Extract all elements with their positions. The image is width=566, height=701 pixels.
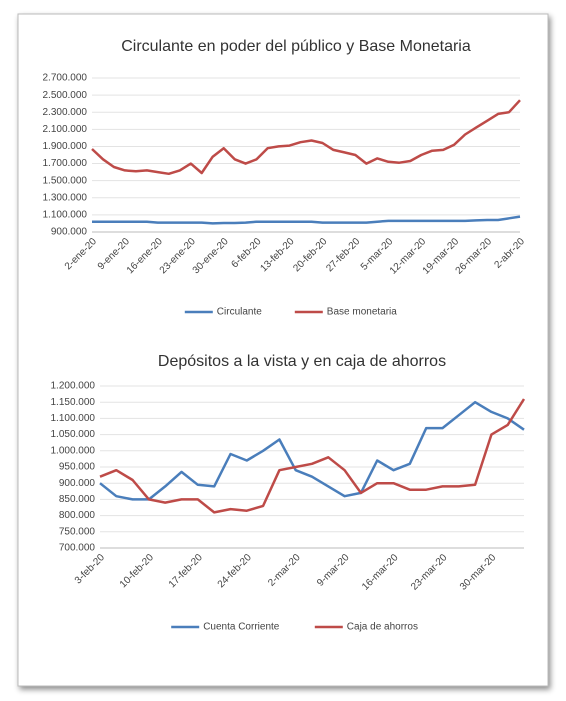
y-tick-label: 1.150.000 [51,397,96,408]
y-tick-label: 850.000 [59,494,96,505]
y-tick-label: 950.000 [59,462,96,473]
frame [17,13,549,687]
y-tick-label: 1.000.000 [51,445,96,456]
legend-label: Caja de ahorros [347,622,418,633]
chart-title: Depósitos a la vista y en caja de ahorro… [158,353,446,370]
y-tick-label: 900.000 [59,478,96,489]
y-tick-label: 700.000 [59,543,96,554]
y-tick-label: 2.300.000 [43,107,88,118]
y-tick-label: 2.700.000 [43,73,88,84]
series-line [92,215,521,225]
y-tick-label: 1.200.000 [51,381,96,392]
series-line [99,400,525,501]
y-tick-label: 1.500.000 [43,175,88,186]
y-tick-label: 1.900.000 [43,141,88,152]
y-tick-label: 900.000 [51,227,88,238]
y-tick-label: 1.700.000 [43,158,88,169]
y-tick-label: 2.500.000 [43,90,88,101]
y-tick-label: 1.100.000 [51,413,96,424]
y-tick-label: 1.300.000 [43,192,88,203]
series-line [99,398,526,514]
y-tick-label: 800.000 [59,510,96,521]
chart-title: Circulante en poder del público y Base M… [121,38,471,55]
y-tick-label: 1.050.000 [51,429,96,440]
legend-label: Circulante [217,307,262,318]
legend-label: Cuenta Corriente [203,622,280,633]
y-tick-label: 750.000 [59,526,96,537]
legend-label: Base monetaria [327,307,397,318]
y-tick-label: 2.100.000 [43,124,88,135]
series-line [91,99,521,176]
y-tick-label: 1.100.000 [43,210,88,221]
